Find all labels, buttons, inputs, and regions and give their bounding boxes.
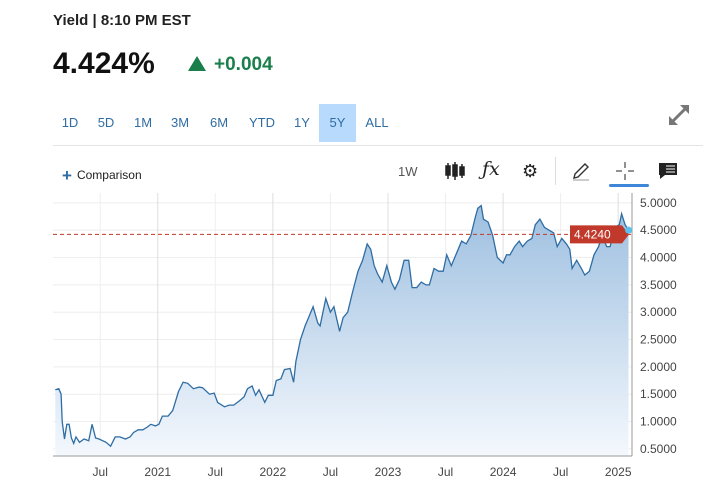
change-value: +0.004 xyxy=(214,54,273,75)
crosshair-icon[interactable] xyxy=(614,160,636,185)
x-tick-label: 2023 xyxy=(375,465,402,479)
x-tick-label: 2021 xyxy=(144,465,171,479)
expand-icon[interactable] xyxy=(666,102,692,128)
range-all[interactable]: ALL xyxy=(365,115,389,130)
y-tick-label: 3.5000 xyxy=(640,278,677,292)
x-tick-label: 2022 xyxy=(260,465,287,479)
range-1d[interactable]: 1D xyxy=(61,115,79,130)
comparison-button[interactable]: + Comparison xyxy=(62,166,142,186)
last-value-tag xyxy=(570,225,629,244)
range-5d[interactable]: 5D xyxy=(97,115,115,130)
yield-timestamp: Yield | 8:10 PM EST xyxy=(53,12,191,29)
area-fill xyxy=(55,205,629,456)
y-tick-label: 0.5000 xyxy=(640,442,677,456)
range-5y[interactable]: 5Y xyxy=(319,104,356,142)
y-tick-label: 4.0000 xyxy=(640,251,677,265)
range-ytd[interactable]: YTD xyxy=(249,115,275,130)
yield-change: +0.004 xyxy=(188,54,273,76)
current-yield: 4.424% xyxy=(53,47,155,80)
range-1m[interactable]: 1M xyxy=(133,115,153,130)
range-3m[interactable]: 3M xyxy=(170,115,190,130)
y-tick-label: 1.0000 xyxy=(640,415,677,429)
last-point-marker xyxy=(625,226,633,234)
x-tick-label: Jul xyxy=(438,465,453,479)
y-tick-label: 5.0000 xyxy=(640,196,677,210)
comparison-label: Comparison xyxy=(76,168,142,182)
x-tick-label: 2024 xyxy=(490,465,517,479)
pencil-icon[interactable] xyxy=(570,160,592,185)
y-tick-label: 3.0000 xyxy=(640,305,677,319)
y-tick-label: 4.5000 xyxy=(640,223,677,237)
plus-icon: + xyxy=(62,166,72,185)
y-tick-label: 2.5000 xyxy=(640,333,677,347)
x-tick-label: Jul xyxy=(93,465,108,479)
range-6m[interactable]: 6M xyxy=(209,115,229,130)
y-tick-label: 1.5000 xyxy=(640,387,677,401)
range-1y[interactable]: 1Y xyxy=(294,115,310,130)
candlestick-icon[interactable] xyxy=(444,160,466,185)
x-tick-label: 2025 xyxy=(605,465,632,479)
y-tick-label: 2.0000 xyxy=(640,360,677,374)
series-line xyxy=(55,204,630,448)
toolbar-separator xyxy=(555,157,556,185)
comment-icon[interactable] xyxy=(657,160,679,185)
x-tick-label: Jul xyxy=(208,465,223,479)
x-tick-label: Jul xyxy=(553,465,568,479)
active-tool-indicator xyxy=(609,184,649,187)
function-icon[interactable]: ƒx xyxy=(482,158,500,180)
x-tick-label: Jul xyxy=(323,465,338,479)
up-arrow-icon xyxy=(188,56,206,71)
interval-button[interactable]: 1W xyxy=(398,164,418,179)
divider xyxy=(53,145,703,146)
last-value-label: 4.4240 xyxy=(574,227,611,241)
gear-icon[interactable]: ⚙ xyxy=(522,161,539,181)
